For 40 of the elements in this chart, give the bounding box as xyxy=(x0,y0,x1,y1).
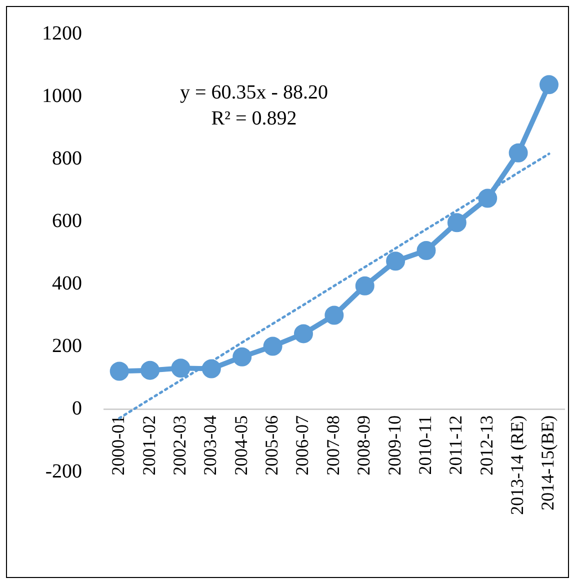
point xyxy=(447,213,466,232)
point xyxy=(140,360,160,380)
point xyxy=(171,358,190,378)
x-tick-label: 2014-15(BE) xyxy=(538,415,558,510)
annotation: R² = 0.892 xyxy=(211,107,297,130)
x-tick-label: 2009-10 xyxy=(384,415,404,476)
y-tick-label: 0 xyxy=(72,398,82,420)
point xyxy=(110,362,129,381)
y-tick-label: 400 xyxy=(52,272,82,295)
point xyxy=(386,252,406,271)
point xyxy=(294,324,313,344)
x-tick-label: 2011-12 xyxy=(446,415,466,475)
point xyxy=(478,188,498,208)
point xyxy=(508,143,528,162)
x-tick-label: 2003-04 xyxy=(200,415,220,476)
x-tick-label: 2000-01 xyxy=(108,415,128,476)
point xyxy=(202,359,221,378)
point xyxy=(232,347,252,366)
y-tick-label: 1000 xyxy=(42,84,82,107)
point xyxy=(263,336,282,356)
x-tick-label: 2013-14 (RE) xyxy=(507,415,528,515)
point xyxy=(540,75,558,94)
x-tick-label: 2005-06 xyxy=(262,415,282,476)
x-tick-label: 2008-09 xyxy=(354,415,374,476)
x-tick-label: 2002-03 xyxy=(169,415,190,476)
x-tick-label: 2007-08 xyxy=(322,415,343,476)
point xyxy=(324,306,344,325)
y-tick-label: 800 xyxy=(52,147,82,170)
y-tick-label: 1200 xyxy=(42,22,82,44)
point xyxy=(355,276,374,296)
y-tick-label: 200 xyxy=(52,335,82,358)
point xyxy=(416,240,436,260)
x-tick-label: 2010-11 xyxy=(414,415,435,475)
y-tick-label: -200 xyxy=(45,460,82,482)
y-tick-label: 600 xyxy=(52,210,82,232)
annotation: y = 60.35x - 88.20 xyxy=(180,81,328,104)
x-tick-label: 2006-07 xyxy=(292,415,312,476)
x-tick-label: 2001-02 xyxy=(138,415,159,476)
x-tick-label: 2012-13 xyxy=(476,415,496,476)
x-tick-label: 2004-05 xyxy=(230,415,251,476)
